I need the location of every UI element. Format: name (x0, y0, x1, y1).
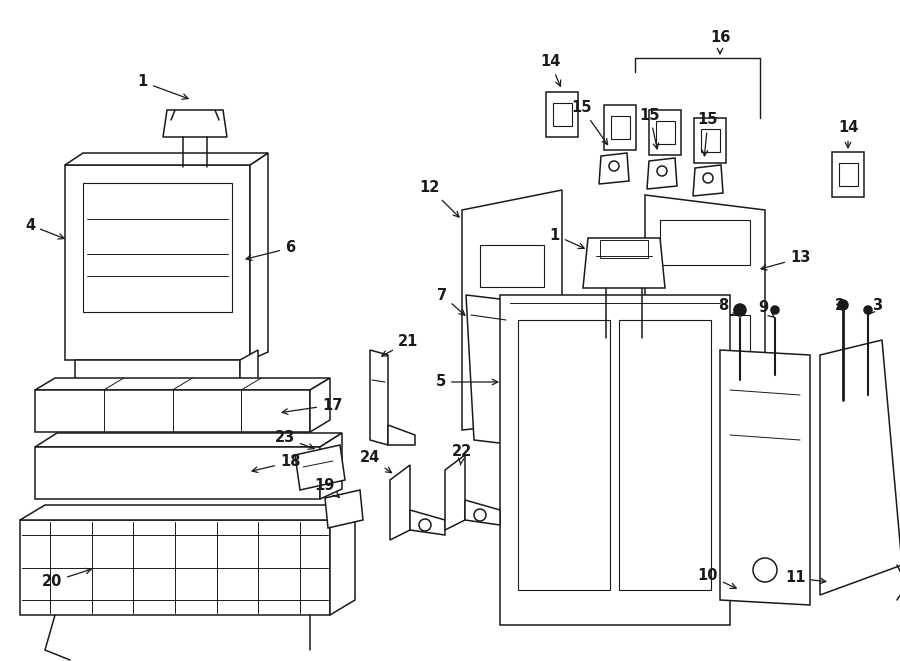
Bar (480, 245, 544, 287)
Text: 15: 15 (640, 108, 661, 149)
Text: 15: 15 (698, 112, 718, 156)
Text: 16: 16 (710, 30, 730, 54)
Polygon shape (75, 360, 240, 390)
Text: 19: 19 (315, 477, 339, 497)
Bar (600, 240, 648, 258)
Polygon shape (720, 350, 810, 605)
Polygon shape (35, 378, 330, 390)
Text: 10: 10 (698, 568, 736, 588)
Text: 7: 7 (436, 288, 465, 315)
Bar (518, 320, 610, 590)
Circle shape (657, 166, 667, 176)
Bar (20, 520, 330, 615)
Polygon shape (320, 433, 342, 499)
Text: 5: 5 (436, 375, 498, 389)
Circle shape (474, 509, 486, 521)
Polygon shape (599, 153, 629, 184)
Text: 14: 14 (540, 54, 561, 86)
Polygon shape (649, 110, 681, 155)
Polygon shape (410, 510, 445, 535)
Polygon shape (163, 110, 227, 137)
Circle shape (703, 173, 713, 183)
Circle shape (753, 558, 777, 582)
Polygon shape (693, 165, 723, 196)
Bar (701, 130, 720, 152)
Polygon shape (390, 465, 410, 540)
Polygon shape (250, 153, 268, 360)
Polygon shape (35, 390, 310, 432)
Polygon shape (546, 92, 578, 137)
Text: 15: 15 (572, 100, 608, 145)
Polygon shape (583, 238, 665, 288)
Polygon shape (462, 190, 562, 430)
Text: 22: 22 (452, 444, 472, 465)
Circle shape (838, 300, 848, 310)
Polygon shape (295, 445, 345, 490)
Circle shape (864, 306, 872, 314)
Polygon shape (500, 295, 730, 625)
Text: 20: 20 (41, 568, 91, 590)
Bar (553, 103, 572, 126)
Text: 21: 21 (382, 334, 418, 356)
Polygon shape (388, 425, 415, 445)
Text: 18: 18 (252, 455, 301, 473)
Bar (83, 183, 232, 312)
Polygon shape (370, 350, 388, 445)
Text: 8: 8 (718, 297, 737, 315)
Polygon shape (820, 340, 900, 595)
Text: 1: 1 (550, 227, 584, 249)
Polygon shape (325, 490, 363, 528)
Polygon shape (35, 447, 320, 499)
Text: 13: 13 (761, 251, 810, 270)
Polygon shape (645, 195, 765, 445)
Text: 24: 24 (360, 451, 392, 473)
Text: 1: 1 (138, 75, 188, 99)
Circle shape (419, 519, 431, 531)
Text: 14: 14 (838, 120, 859, 148)
Polygon shape (310, 378, 330, 432)
Bar (480, 305, 544, 347)
Polygon shape (445, 455, 465, 530)
Polygon shape (832, 152, 864, 197)
Bar (619, 320, 711, 590)
Circle shape (734, 304, 746, 316)
Polygon shape (694, 118, 726, 163)
Text: 3: 3 (868, 297, 882, 314)
Text: 11: 11 (785, 570, 826, 586)
Text: 9: 9 (758, 301, 774, 317)
Bar (660, 315, 750, 360)
Text: 4: 4 (25, 217, 64, 239)
Bar (611, 116, 630, 139)
Polygon shape (240, 350, 258, 390)
Polygon shape (20, 505, 355, 520)
Text: 2: 2 (835, 297, 845, 313)
Text: 12: 12 (419, 180, 459, 217)
Text: 23: 23 (274, 430, 314, 449)
Circle shape (609, 161, 619, 171)
Polygon shape (647, 158, 677, 189)
Polygon shape (604, 105, 636, 150)
Text: 17: 17 (282, 397, 342, 414)
Polygon shape (65, 153, 268, 165)
Polygon shape (35, 433, 342, 447)
Polygon shape (466, 295, 516, 445)
Polygon shape (330, 505, 355, 615)
Polygon shape (465, 500, 500, 525)
Polygon shape (65, 165, 250, 360)
Text: 6: 6 (246, 241, 295, 260)
Bar (656, 121, 675, 143)
Bar (839, 163, 859, 186)
Circle shape (771, 306, 779, 314)
Bar (660, 220, 750, 265)
